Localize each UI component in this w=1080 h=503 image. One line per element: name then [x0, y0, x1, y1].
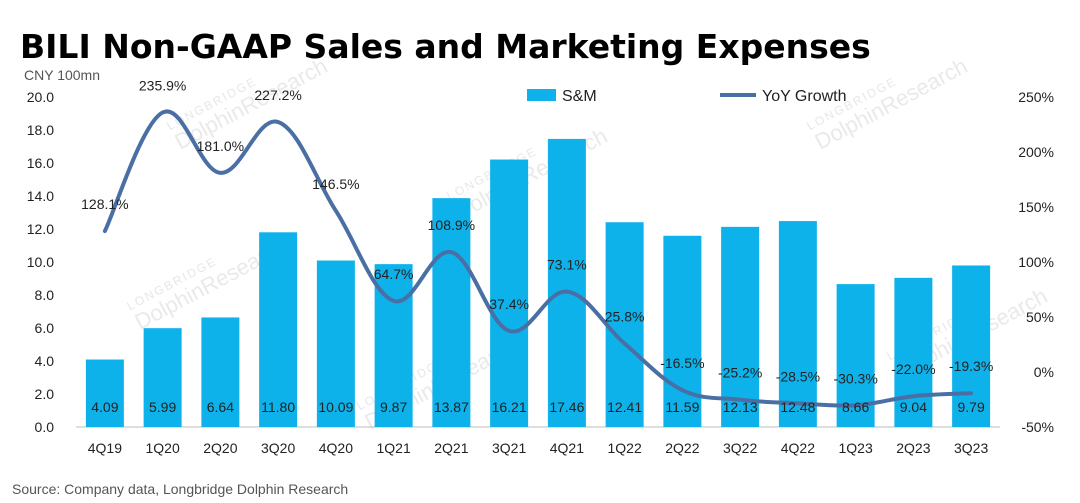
x-tick: 2Q23 — [896, 440, 930, 456]
y-right-tick: 100% — [1018, 254, 1054, 270]
y-right-tick: 250% — [1018, 89, 1054, 105]
bar-series — [85, 138, 991, 427]
x-tick: 1Q22 — [608, 440, 642, 456]
x-tick: 1Q23 — [839, 440, 873, 456]
bar-label: 11.80 — [261, 399, 295, 415]
x-axis-ticks: 4Q19 1Q20 2Q20 3Q20 4Q20 1Q21 2Q21 3Q21 4Q21 1Q22… — [88, 440, 989, 456]
legend-label-yoy: YoY Growth — [762, 88, 847, 105]
y-right-tick: 200% — [1018, 144, 1054, 160]
bar-labels: 4.09 5.99 6.64 11.80 10.09 9.87 13.87 16.21 17.4… — [91, 399, 985, 415]
bar-label: 12.41 — [607, 399, 642, 415]
x-tick: 2Q22 — [665, 440, 699, 456]
y-left-tick: 0.0 — [35, 419, 55, 435]
bar-label: 4.09 — [91, 399, 118, 415]
line-label: 37.4% — [489, 296, 529, 312]
x-tick: 2Q20 — [203, 440, 237, 456]
line-label: -25.2% — [718, 365, 762, 381]
bar-3Q20 — [259, 232, 298, 427]
line-label: -28.5% — [776, 368, 820, 384]
bar-label: 12.48 — [780, 399, 815, 415]
bar-label: 6.64 — [207, 399, 234, 415]
bar-4Q19 — [85, 359, 124, 427]
y-right-tick: 0% — [1034, 364, 1054, 380]
bar-label: 17.46 — [549, 399, 584, 415]
bar-2Q20 — [201, 317, 240, 427]
x-tick: 3Q22 — [723, 440, 757, 456]
line-label: 73.1% — [547, 257, 587, 273]
bar-2Q23 — [894, 277, 933, 427]
x-tick: 4Q22 — [781, 440, 815, 456]
bar-4Q21 — [547, 138, 586, 427]
y-left-tick: 18.0 — [27, 122, 54, 138]
bar-label: 9.87 — [380, 399, 407, 415]
y-left-tick: 14.0 — [27, 188, 54, 204]
y-right-tick: 50% — [1026, 309, 1054, 325]
bar-4Q20 — [316, 260, 355, 427]
x-tick: 3Q20 — [261, 440, 295, 456]
legend-swatch-sm — [527, 89, 556, 101]
right-axis: -50% 0% 50% 100% 150% 200% 250% — [1018, 89, 1054, 435]
bar-label: 11.59 — [665, 399, 699, 415]
line-label: 146.5% — [312, 176, 359, 192]
left-axis: 0.0 2.0 4.0 6.0 8.0 10.0 12.0 14.0 16.0 18.0 20.0 — [27, 89, 54, 435]
bar-label: 16.21 — [492, 399, 527, 415]
bar-4Q22 — [778, 221, 817, 427]
bar-3Q23 — [952, 265, 991, 427]
bar-2Q21 — [432, 198, 471, 427]
bar-label: 13.87 — [434, 399, 469, 415]
line-label: 181.0% — [197, 138, 244, 154]
bar-1Q22 — [605, 222, 644, 427]
x-tick: 1Q20 — [146, 440, 180, 456]
line-label: 64.7% — [374, 266, 414, 282]
x-tick: 1Q21 — [377, 440, 411, 456]
bar-label: 9.79 — [958, 399, 985, 415]
bar-label: 10.09 — [318, 399, 353, 415]
y-left-tick: 20.0 — [27, 89, 54, 105]
bar-label: 9.04 — [900, 399, 927, 415]
legend: S&M YoY Growth — [527, 88, 847, 105]
y-right-tick: -50% — [1021, 419, 1054, 435]
bar-label: 5.99 — [149, 399, 176, 415]
line-label: 108.9% — [428, 217, 475, 233]
y-left-tick: 2.0 — [35, 386, 55, 402]
source-note: Source: Company data, Longbridge Dolphin… — [12, 481, 348, 497]
x-tick: 4Q19 — [88, 440, 122, 456]
bar-label: 12.13 — [723, 399, 758, 415]
line-label: 128.1% — [81, 196, 128, 212]
chart-title: BILI Non-GAAP Sales and Marketing Expens… — [20, 27, 871, 66]
bar-1Q20 — [143, 328, 182, 427]
bar-3Q21 — [490, 159, 529, 427]
y-right-tick: 150% — [1018, 199, 1054, 215]
line-label: -22.0% — [891, 361, 935, 377]
legend-label-sm: S&M — [562, 88, 597, 105]
y-left-tick: 10.0 — [27, 254, 54, 270]
y-left-tick: 8.0 — [35, 287, 55, 303]
line-label: -16.5% — [660, 355, 704, 371]
line-label: 25.8% — [605, 309, 645, 325]
y-left-tick: 4.0 — [35, 353, 55, 369]
line-label: -19.3% — [949, 358, 993, 374]
line-labels: 128.1% 235.9% 181.0% 227.2% 146.5% 64.7% 108.9… — [81, 78, 993, 387]
y-left-tick: 12.0 — [27, 221, 54, 237]
bar-label: 8.66 — [842, 399, 869, 415]
x-tick: 4Q21 — [550, 440, 584, 456]
x-tick: 3Q21 — [492, 440, 526, 456]
bar-3Q22 — [721, 226, 760, 427]
x-tick: 2Q21 — [434, 440, 468, 456]
x-tick: 3Q23 — [954, 440, 988, 456]
unit-label: CNY 100mn — [24, 67, 100, 83]
line-label: 235.9% — [139, 78, 186, 94]
y-left-tick: 16.0 — [27, 155, 54, 171]
x-tick: 4Q20 — [319, 440, 353, 456]
line-label: 227.2% — [254, 87, 301, 103]
line-label: -30.3% — [833, 370, 877, 386]
y-left-tick: 6.0 — [35, 320, 55, 336]
line-series — [102, 109, 974, 408]
yoy-growth-line — [102, 109, 974, 408]
